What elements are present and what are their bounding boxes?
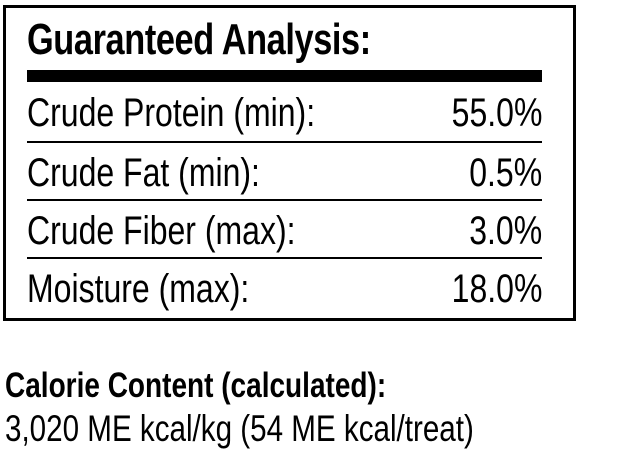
nutrient-value: 0.5% [469,151,542,195]
analysis-row: Crude Protein (min): 55.0% [27,83,542,141]
nutrient-value: 3.0% [469,209,542,253]
calorie-heading: Calorie Content (calculated): [5,366,387,405]
analysis-row: Crude Fat (min): 0.5% [27,141,542,201]
nutrient-label: Crude Fiber (max): [27,209,296,253]
nutrient-label: Crude Fat (min): [27,151,260,195]
analysis-row: Crude Fiber (max): 3.0% [27,199,542,259]
calorie-value: 3,020 ME kcal/kg (54 ME kcal/treat) [5,408,474,449]
analysis-row: Moisture (max): 18.0% [27,257,542,313]
analysis-title: Guaranteed Analysis: [27,15,371,64]
title-divider [27,70,542,82]
nutrient-value: 55.0% [451,91,542,135]
nutrient-label: Moisture (max): [27,267,250,311]
nutrient-label: Crude Protein (min): [27,91,316,135]
guaranteed-analysis-panel [3,5,576,321]
nutrient-value: 18.0% [451,267,542,311]
